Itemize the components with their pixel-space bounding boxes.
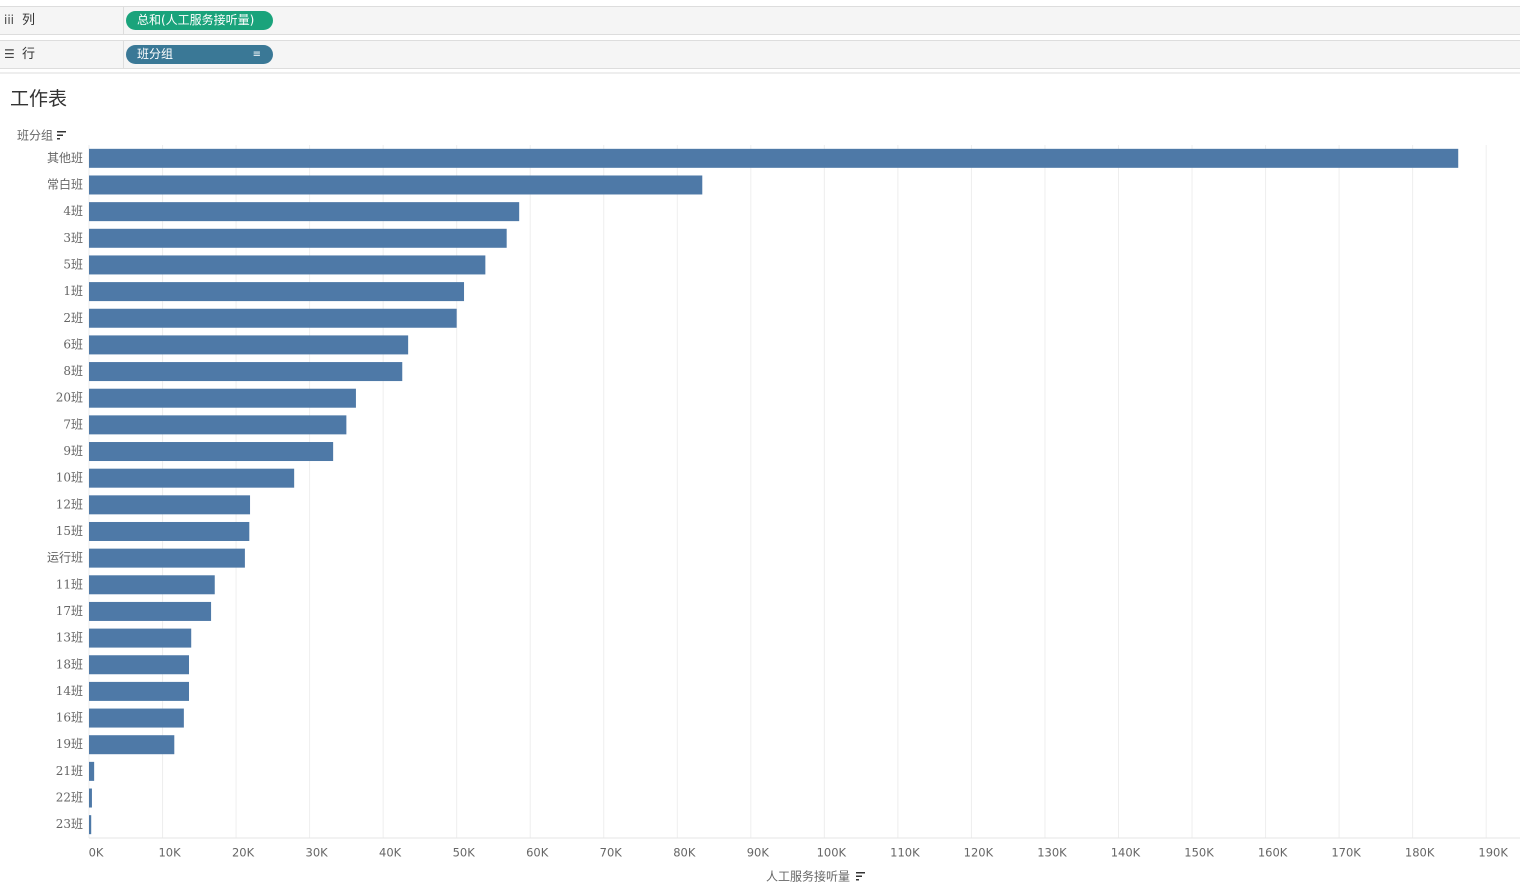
y-tick-label: 9班 <box>63 444 83 458</box>
bar <box>89 655 190 675</box>
y-tick-label: 17班 <box>56 604 83 618</box>
y-tick-label: 11班 <box>56 577 83 591</box>
y-tick-label: 3班 <box>63 231 83 245</box>
shelf-label: ☰ 行 <box>0 41 124 68</box>
x-tick-label: 160K <box>1258 846 1288 860</box>
x-tick-label: 10K <box>158 846 181 860</box>
sort-icon[interactable] <box>856 872 865 881</box>
x-tick-label: 20K <box>232 846 255 860</box>
bar <box>89 735 175 755</box>
bar <box>89 202 520 222</box>
bar <box>89 761 95 781</box>
x-tick-label: 110K <box>890 846 920 860</box>
bar <box>89 255 486 275</box>
x-tick-label: 60K <box>526 846 549 860</box>
x-tick-label: 70K <box>600 846 623 860</box>
y-tick-label: 18班 <box>56 657 83 671</box>
bar <box>89 548 245 568</box>
bar <box>89 628 192 648</box>
y-tick-label: 23班 <box>56 817 83 831</box>
x-tick-label: 190K <box>1478 846 1508 860</box>
sort-icon[interactable] <box>57 131 66 140</box>
bar <box>89 468 295 488</box>
bar <box>89 442 334 462</box>
y-tick-label: 常白班 <box>47 176 83 191</box>
y-tick-label: 20班 <box>56 391 83 405</box>
x-tick-label: 140K <box>1111 846 1141 860</box>
x-tick-label: 130K <box>1037 846 1067 860</box>
y-tick-label: 2班 <box>63 311 83 325</box>
bar <box>89 521 250 541</box>
rows-shelf: ☰ 行 班分组 ≡ <box>0 40 1520 69</box>
y-tick-label: 19班 <box>56 737 83 751</box>
x-tick-label: 100K <box>817 846 847 860</box>
y-tick-label: 4班 <box>63 204 83 218</box>
x-tick-label: 120K <box>964 846 994 860</box>
y-tick-label: 12班 <box>56 497 83 511</box>
x-tick-label: 50K <box>453 846 476 860</box>
bar <box>89 788 92 808</box>
dimension-pill[interactable]: 班分组 ≡ <box>126 45 273 64</box>
y-tick-label: 13班 <box>56 631 83 645</box>
x-tick-label: 180K <box>1405 846 1435 860</box>
bar <box>89 495 251 515</box>
pill-text: 班分组 <box>137 47 174 61</box>
x-tick-label: 0K <box>89 846 104 860</box>
x-tick-label: 150K <box>1184 846 1214 860</box>
bar <box>89 175 703 195</box>
bar <box>89 308 457 328</box>
y-tick-label: 21班 <box>56 764 83 778</box>
y-tick-label: 14班 <box>56 684 83 698</box>
shelf-label-text: 列 <box>22 13 36 28</box>
bar <box>89 681 190 701</box>
bar <box>89 708 184 728</box>
y-tick-label: 其他班 <box>47 151 83 165</box>
bar <box>89 335 409 355</box>
y-tick-label: 6班 <box>63 337 83 351</box>
y-tick-label: 10班 <box>56 471 83 485</box>
y-tick-label: 7班 <box>63 417 83 431</box>
y-tick-label: 运行班 <box>47 551 83 565</box>
x-tick-label: 90K <box>747 846 770 860</box>
bar <box>89 575 215 595</box>
y-tick-label: 16班 <box>56 711 83 725</box>
bar <box>89 388 356 408</box>
bar <box>89 148 1459 168</box>
y-tick-label: 15班 <box>56 524 83 538</box>
shelf-label: iii 列 <box>0 7 124 34</box>
y-tick-label: 8班 <box>63 364 83 378</box>
bar <box>89 815 92 835</box>
bar <box>89 601 212 621</box>
x-tick-label: 170K <box>1331 846 1361 860</box>
x-tick-label: 40K <box>379 846 402 860</box>
bar <box>89 415 347 435</box>
x-tick-label: 80K <box>673 846 696 860</box>
x-tick-label: 30K <box>306 846 329 860</box>
sheet-title: 工作表 <box>10 88 67 110</box>
bar <box>89 228 507 248</box>
y-tick-label: 22班 <box>56 791 83 805</box>
y-axis-title: 班分组 <box>17 129 53 143</box>
x-axis-title: 人工服务接听量 <box>766 869 850 884</box>
shelf-label-text: 行 <box>22 47 36 62</box>
y-tick-label: 5班 <box>63 257 83 271</box>
bar <box>89 362 403 382</box>
y-tick-label: 1班 <box>63 284 83 298</box>
measure-pill[interactable]: 总和(人工服务接听量) <box>126 11 273 30</box>
bar <box>89 282 465 302</box>
columns-shelf: iii 列 总和(人工服务接听量) <box>0 6 1520 35</box>
